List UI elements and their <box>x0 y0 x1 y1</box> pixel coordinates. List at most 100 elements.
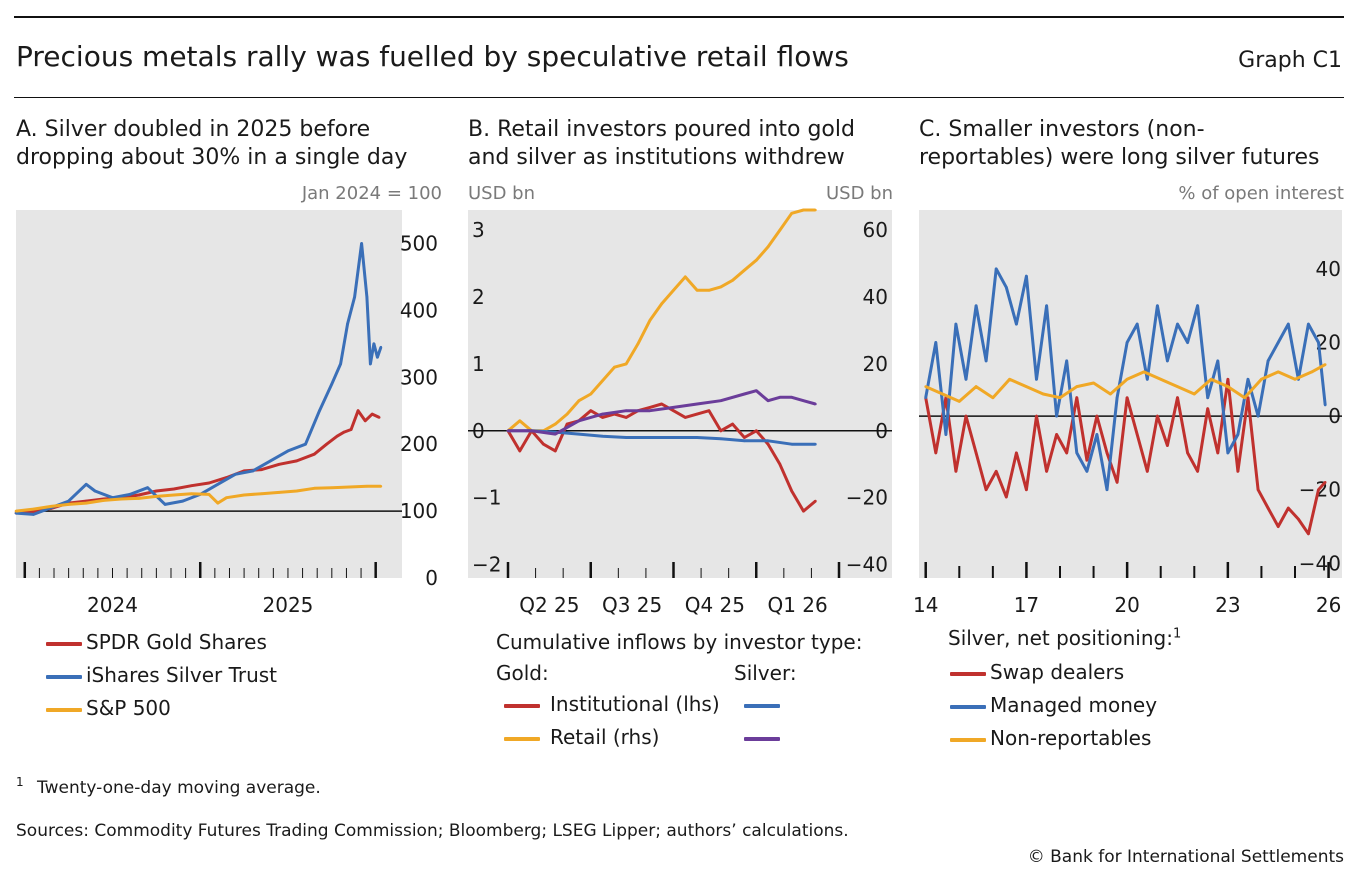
panel-a-series-spdr-gold-shares-point <box>155 489 158 493</box>
panel-a-series-s-p-500-point <box>102 499 105 502</box>
panel-b-series-gold-retail-rhs-point <box>755 258 758 262</box>
panel-b-series-gold-institutional-lhs-point <box>719 429 723 433</box>
panel-c-series-managed-money-point <box>1196 304 1199 307</box>
panel-b-series-silver-retail-rhs-point <box>778 396 782 399</box>
panel-b-y-right-tick-label: −40 <box>846 553 888 577</box>
panel-b-series-gold-retail-rhs-point <box>577 399 581 402</box>
panel-a-series-s-p-500-point <box>14 509 18 513</box>
panel-b-title-line2: and silver as institutions withdrew <box>468 145 845 170</box>
panel-a-series-ishares-silver-trust-point <box>128 493 132 496</box>
panel-a-series-ishares-silver-trust-point <box>234 473 237 476</box>
footnote: 1 Twenty-one-day moving average. <box>16 775 321 798</box>
panel-b-series-gold-retail-rhs-point <box>648 319 652 322</box>
panel-c-series-swap-dealers-point <box>1287 506 1290 510</box>
panel-a-series-ishares-silver-trust-point <box>330 382 334 386</box>
panel-b-y-left-tick-label: 3 <box>472 218 485 242</box>
legend-swatch-silver-institutional <box>744 704 780 708</box>
panel-a-y-tick-label: 200 <box>400 432 438 456</box>
panel-b-series-gold-institutional-lhs-point <box>589 409 593 412</box>
panel-a-series-ishares-silver-trust-point <box>360 242 363 245</box>
legend-label-sp500: S&P 500 <box>86 696 171 720</box>
panel-c-series-swap-dealers-point <box>1065 451 1068 455</box>
legend-swatch-managed-money <box>950 705 986 709</box>
panel-c-series-non-reportables-point <box>1276 370 1280 374</box>
panel-c-series-swap-dealers-point <box>1297 517 1300 521</box>
panel-a-series-ishares-silver-trust-point <box>32 513 35 516</box>
panel-c-series-swap-dealers-point <box>1256 488 1260 492</box>
panel-b-plot-area <box>468 210 892 578</box>
panel-c-title-line2: reportables) were long silver futures <box>919 145 1320 170</box>
panel-b-series-gold-retail-rhs-point <box>660 302 663 305</box>
panel-b-series-silver-retail-rhs-point <box>814 402 817 406</box>
panel-c-series-swap-dealers-point <box>1166 444 1169 447</box>
panel-a-series-ishares-silver-trust-point <box>84 483 88 486</box>
panel-c-series-non-reportables-point <box>974 385 978 388</box>
panel-a-title-line1: A. Silver doubled in 2025 before <box>16 117 371 142</box>
panel-c-series-managed-money-point <box>1055 414 1058 418</box>
panel-c-series-non-reportables-point <box>1092 381 1095 385</box>
panel-c-series-managed-money-point <box>1323 403 1327 407</box>
panel-c-y-tick-label: −40 <box>1299 551 1341 575</box>
panel-c-series-managed-money-point <box>1287 322 1290 326</box>
copyright: © Bank for International Settlements <box>1027 847 1344 867</box>
panel-c-legend-heading: Silver, net positioning:1 <box>948 626 1181 650</box>
panel-b-series-gold-retail-rhs-point <box>672 289 675 292</box>
panel-b-series-silver-institutional-lhs-point <box>672 436 675 439</box>
panel-c-series-swap-dealers-point <box>1266 506 1270 510</box>
footnote-marker: 1 <box>16 775 24 789</box>
panel-c-series-swap-dealers-point <box>1005 495 1008 499</box>
panel-a-y-tick-label: 300 <box>400 365 438 389</box>
panel-c-series-swap-dealers-point <box>934 451 938 455</box>
panel-b-series-gold-retail-rhs-point <box>636 342 640 346</box>
panel-b-x-tick-label: Q1 26 <box>767 593 827 617</box>
panel-c-y-tick-label: 40 <box>1316 257 1341 281</box>
panel-c-series-non-reportables-point <box>1209 378 1213 381</box>
panel-c-series-non-reportables-point <box>1226 385 1230 388</box>
panel-a-x-tick-label: 2025 <box>263 593 314 617</box>
panel-b-series-silver-institutional-lhs-point <box>577 432 581 436</box>
panel-c-series-managed-money-point <box>964 378 968 381</box>
panel-b-series-gold-retail-rhs-point <box>814 208 817 212</box>
panel-b-series-gold-institutional-lhs-point <box>601 416 604 419</box>
panel-a-series-spdr-gold-shares-point <box>363 419 367 423</box>
panel-b-series-silver-retail-rhs-point <box>755 389 758 392</box>
panel-a-series-s-p-500-point <box>49 505 53 508</box>
panel-a-series-spdr-gold-shares-point <box>325 442 328 446</box>
panel-c-series-swap-dealers-point <box>1085 458 1089 462</box>
top-rule <box>14 16 1344 18</box>
legend-swatch-ishares-silver <box>46 675 82 679</box>
panel-c-series-managed-money-point <box>1156 304 1159 307</box>
panel-b-series-silver-retail-rhs-point <box>802 399 805 402</box>
panel-b-series-silver-institutional-lhs-point <box>719 437 723 441</box>
panel-a-series-ishares-silver-trust-point <box>346 322 349 325</box>
legend-label-institutional: Institutional (lhs) <box>550 692 720 716</box>
panel-c-series-swap-dealers-point <box>1323 481 1327 484</box>
panel-c-series-swap-dealers-point <box>1146 470 1149 473</box>
panel-a-series-spdr-gold-shares-point <box>260 468 263 471</box>
panel-b-title-line1: B. Retail investors poured into gold <box>468 117 855 142</box>
panel-b-series-silver-retail-rhs-point <box>530 429 533 433</box>
panel-b-series-gold-institutional-lhs-point <box>731 422 734 426</box>
panel-c-series-non-reportables-point <box>1260 378 1263 381</box>
panel-b-series-silver-retail-rhs-point <box>648 409 652 412</box>
graph-id: Graph C1 <box>1238 48 1342 73</box>
legend-swatch-sp500 <box>46 708 82 712</box>
panel-a-y-tick-label: 400 <box>400 298 438 322</box>
legend-label-spdr-gold: SPDR Gold Shares <box>86 630 267 654</box>
legend-label-retail: Retail (rhs) <box>550 725 660 749</box>
panel-b-series-silver-institutional-lhs-point <box>790 442 793 446</box>
panel-b-series-gold-retail-rhs-point <box>731 279 734 282</box>
panel-c-series-managed-money-point <box>1135 322 1139 326</box>
panel-c-series-swap-dealers-point <box>1236 470 1240 473</box>
panel-b-y-left-tick-label: −1 <box>472 486 501 510</box>
panel-a-series-spdr-gold-shares-point <box>295 459 299 463</box>
panel-b-x-tick-label: Q3 25 <box>602 593 662 617</box>
panel-a-series-ishares-silver-trust-point <box>146 486 149 490</box>
panel-c-series-swap-dealers-point <box>984 488 988 492</box>
panel-b-series-gold-institutional-lhs-point <box>755 429 758 433</box>
panel-b-series-gold-retail-rhs-point <box>565 412 569 416</box>
panel-a-series-spdr-gold-shares-point <box>377 416 381 419</box>
panel-a-series-s-p-500-point <box>330 486 334 490</box>
panel-b-series-silver-institutional-lhs-point <box>743 439 746 443</box>
